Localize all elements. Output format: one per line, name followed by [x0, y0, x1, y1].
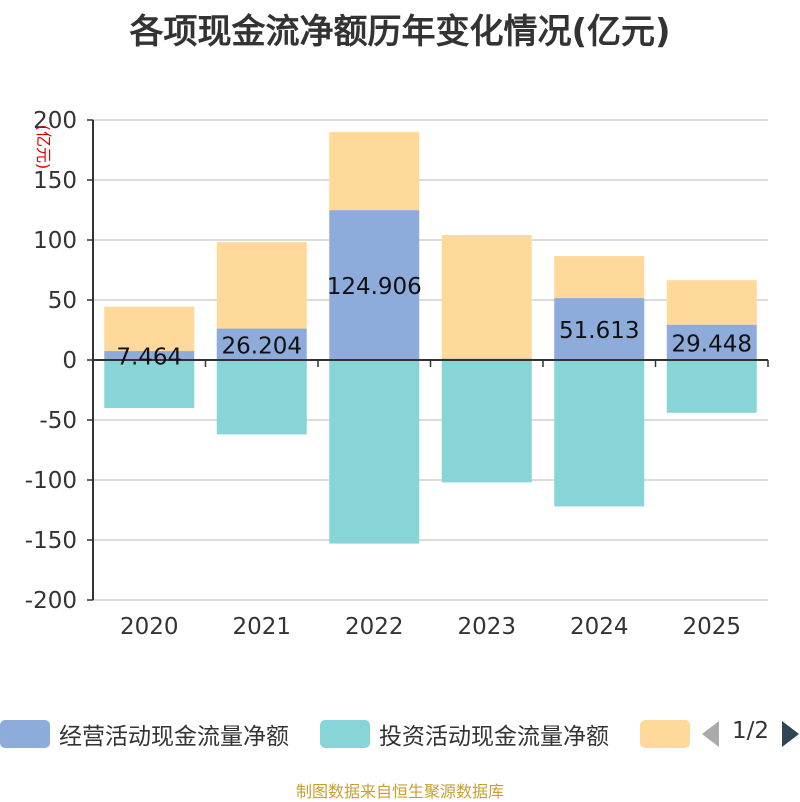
x-tick-label: 2021	[232, 614, 291, 640]
x-tick-label: 2024	[570, 614, 629, 640]
bar-financing-2020	[104, 306, 195, 352]
x-tick-label: 2020	[120, 614, 179, 640]
x-tick-label: 2022	[345, 614, 404, 640]
legend-swatch-operating	[0, 720, 50, 748]
bar-financing-2025	[666, 280, 757, 325]
data-label: 124.906	[327, 274, 422, 300]
pager-next-icon[interactable]	[782, 721, 799, 747]
x-tick-label: 2025	[682, 614, 741, 640]
bar-financing-2023	[441, 234, 532, 359]
legend-pager: 1/2	[700, 712, 800, 756]
bar-investing-2023	[441, 360, 532, 483]
legend-label-operating: 经营活动现金流量净额	[59, 724, 289, 750]
legend-label-investing: 投资活动现金流量净额	[379, 724, 609, 750]
pager-prev-icon[interactable]	[702, 721, 719, 747]
y-tick-label: -200	[25, 588, 77, 614]
bar-investing-2020	[104, 360, 195, 408]
bar-operating-2021	[216, 328, 307, 360]
bar-operating-2022	[329, 210, 420, 360]
legend-item-investing[interactable]: 投资活动现金流量净额	[320, 712, 609, 756]
data-label: 26.204	[222, 333, 302, 359]
legend-item-financing[interactable]	[640, 712, 699, 756]
bar-investing-2022	[329, 360, 420, 544]
y-tick-label: 0	[62, 348, 77, 374]
y-tick-label: 100	[33, 228, 77, 254]
bar-financing-2024	[554, 256, 645, 299]
y-tick-label: 50	[48, 288, 77, 314]
bar-operating-2025	[666, 324, 757, 360]
legend: 经营活动现金流量净额 投资活动现金流量净额 1/2	[0, 712, 800, 756]
y-tick-label: 150	[33, 168, 77, 194]
x-tick-label: 2023	[457, 614, 516, 640]
legend-swatch-financing	[640, 720, 690, 748]
bar-financing-2022	[329, 132, 420, 211]
data-label: 51.613	[559, 318, 639, 344]
bar-chart: 200 150 100 50 0 -50 -100 -150 -200 (亿元) 2020 2021 2…	[25, 108, 769, 640]
pager-indicator: 1/2	[732, 718, 770, 744]
y-axis-unit-label: (亿元)	[34, 125, 53, 170]
bar-operating-2020	[104, 351, 195, 360]
data-source-footer: 制图数据来自恒生聚源数据库	[295, 782, 504, 801]
bar-investing-2024	[554, 360, 645, 507]
data-label: 29.448	[672, 331, 752, 357]
y-tick-label: -150	[25, 528, 77, 554]
data-label: 7.464	[116, 345, 182, 371]
y-tick-label: -50	[39, 408, 77, 434]
bar-operating-2024	[554, 298, 645, 360]
legend-item-operating[interactable]: 经营活动现金流量净额	[0, 712, 289, 756]
y-tick-label: 200	[33, 108, 77, 134]
bar-investing-2025	[666, 360, 757, 413]
chart-title: 各项现金流净额历年变化情况(亿元)	[129, 12, 671, 52]
bar-investing-2021	[216, 360, 307, 435]
legend-swatch-investing	[320, 720, 370, 748]
bar-financing-2021	[216, 242, 307, 329]
y-tick-label: -100	[25, 468, 77, 494]
